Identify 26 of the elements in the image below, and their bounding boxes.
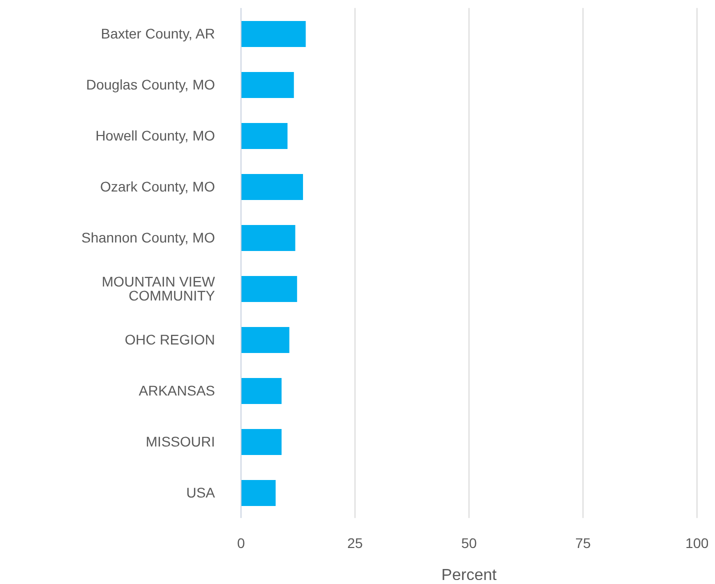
x-tick-label: 0 <box>237 534 246 551</box>
y-tick-label: Baxter County, AR <box>100 25 215 42</box>
y-tick-label: USA <box>186 484 216 500</box>
bar <box>241 327 290 353</box>
bar <box>241 72 294 98</box>
bar <box>241 480 276 506</box>
y-tick-label: ARKANSAS <box>138 382 215 398</box>
x-tick-label: 25 <box>347 534 363 551</box>
y-tick-label: OHC REGION <box>124 331 215 348</box>
bar <box>241 21 306 47</box>
y-tick-label: MOUNTAIN VIEW COMMUNITY <box>102 273 216 304</box>
bar <box>241 123 288 149</box>
bar <box>241 225 296 251</box>
bar <box>241 276 298 302</box>
y-tick-label: Douglas County, MO <box>86 76 216 92</box>
y-tick-label: Shannon County, MO <box>81 229 216 246</box>
bar <box>241 174 304 200</box>
x-tick-label: 75 <box>575 534 591 551</box>
x-tick-label: 50 <box>461 534 477 551</box>
y-tick-label: MISSOURI <box>146 433 215 450</box>
x-axis-title: Percent <box>441 567 498 584</box>
y-tick-label: Howell County, MO <box>95 127 216 144</box>
y-tick-label: Ozark County, MO <box>100 178 216 194</box>
x-tick-label: 100 <box>685 534 709 551</box>
bar <box>241 378 282 404</box>
bar <box>241 429 282 455</box>
